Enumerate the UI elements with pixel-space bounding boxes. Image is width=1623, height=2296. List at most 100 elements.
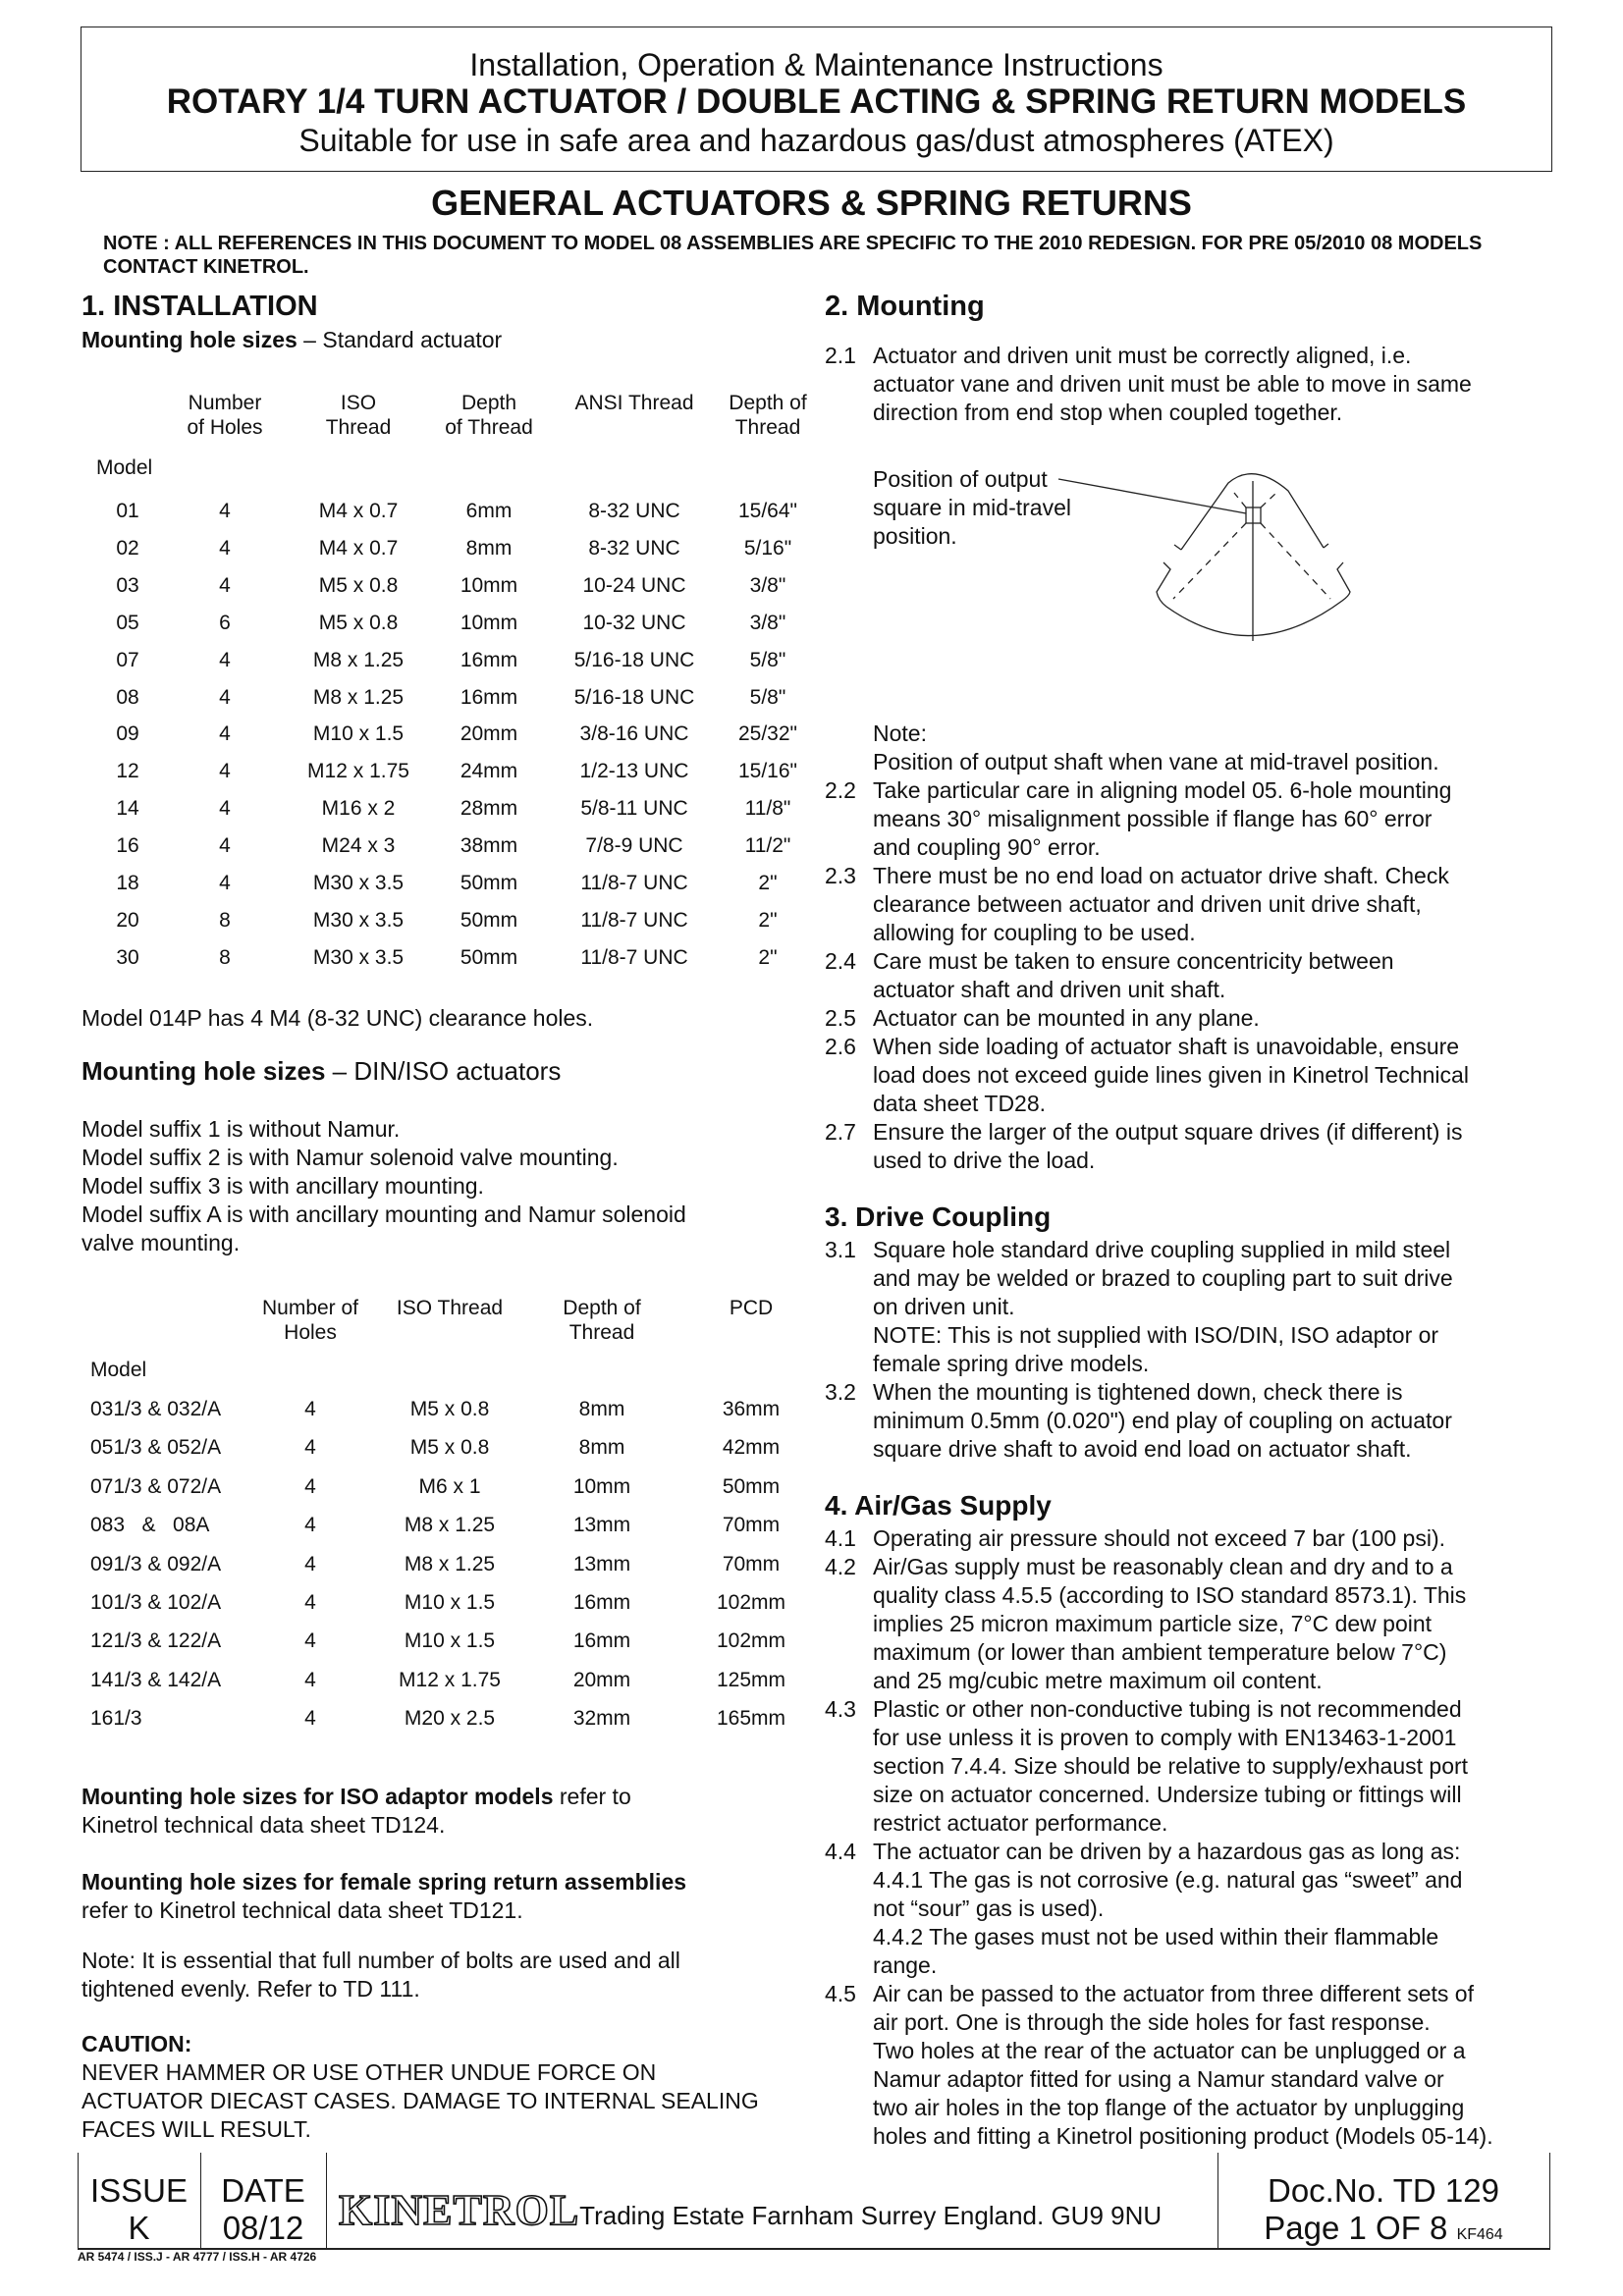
item-number: 2.7 [825,1119,856,1145]
table-cell: 101/3 & 102/A [90,1591,222,1614]
diagram-label: Position of output square in mid-travel po… [873,465,1071,551]
text-line: Model suffix A is with ancillary mountin… [81,1201,686,1227]
item-line: section 7.4.4. Size should be relative t… [873,1753,1469,1779]
table-header: Holes [284,1321,337,1344]
table-cell: 20 [116,908,139,932]
text-line: tightened evenly. Refer to TD 111. [81,1976,420,2002]
item-line: air port. One is through the side holes … [873,2009,1431,2035]
table-cell: M12 x 1.75 [399,1668,501,1691]
item-number: 4.4 [825,1839,856,1864]
table-cell: 16mm [572,1629,631,1653]
issue-cell: ISSUE K [78,2172,200,2247]
table-header: of Thread [445,416,533,439]
item-number: 2.5 [825,1005,856,1031]
item-number: 4.1 [825,1525,856,1551]
item-line: female spring drive models. [873,1351,1150,1376]
text-line: position. [873,523,957,549]
doc-cell: Doc.No. TD 129 Page 1 OF 8 KF464 [1217,2172,1549,2254]
table-cell: 8mm [578,1398,625,1420]
table-cell: 3/8" [749,573,786,597]
item-line: Two holes at the rear of the actuator ca… [873,2038,1466,2063]
table-cell: 13mm [572,1514,631,1537]
list-item: 4.2 Air/Gas supply must be reasonably cle… [825,1553,1493,1695]
item-line: When side loading of actuator shaft is u… [873,1034,1460,1059]
table-cell: 16 [116,834,139,858]
table-cell: M8 x 1.25 [404,1552,496,1575]
table-cell: 03 [116,573,139,597]
item-line: Actuator can be mounted in any plane. [873,1005,1260,1031]
item-line: implies 25 micron maximum particle size,… [873,1611,1433,1636]
table-cell: 4 [219,500,231,522]
doc-number: Doc.No. TD 129 [1268,2172,1499,2209]
air-gas-items: 4.1 Operating air pressure should not exc… [825,1524,1493,2151]
table-cell: 4 [304,1591,316,1614]
table-cell: 8mm [465,536,513,560]
drive-coupling-items: 3.1 Square hole standard drive coupling s… [825,1236,1453,1464]
table-cell: 5/8-11 UNC [580,797,688,821]
item-line: used to drive the load. [873,1148,1096,1173]
item-line: quality class 4.5.5 (according to ISO st… [873,1582,1467,1608]
table-cell: 161/3 [90,1707,142,1731]
table-cell: 5/8" [749,685,786,709]
table-header: PCD [729,1297,774,1319]
list-item: 2.7 Ensure the larger of the output squar… [825,1118,1469,1175]
date-label: DATE [221,2172,305,2209]
table-cell: 4 [304,1436,316,1460]
item-line: load does not exceed guide lines given i… [873,1062,1469,1088]
table-cell: 16mm [572,1591,631,1614]
item-number: 2.3 [825,863,856,888]
table-cell: 01 [116,500,139,522]
table-cell: 102mm [716,1591,786,1614]
table-cell: 11/8-7 UNC [580,908,688,932]
list-item: 4.3 Plastic or other non-conductive tubin… [825,1695,1493,1838]
table-cell: 4 [219,722,231,746]
table-cell: M30 x 3.5 [312,908,405,932]
table-cell: 031/3 & 032/A [90,1398,222,1420]
subheading-rest: – Standard actuator [297,327,503,352]
table-cell: 11/8-7 UNC [580,872,688,894]
table-cell: 24mm [460,760,518,783]
header-line2: ROTARY 1/4 TURN ACTUATOR / DOUBLE ACTING… [166,82,1467,121]
subheading-bold: Mounting hole sizes [81,1056,326,1086]
item-line: data sheet TD28. [873,1091,1047,1116]
table-cell: 102mm [716,1629,786,1653]
table-cell: 071/3 & 072/A [90,1474,222,1498]
table-cell: 7/8-9 UNC [585,834,683,858]
table-header: Number of [261,1297,359,1319]
item-number: 2.6 [825,1034,856,1059]
item-line: 4.4.2 The gases must not be used within … [873,1924,1439,1949]
table-cell: 121/3 & 122/A [90,1629,222,1653]
actuator-outline [1156,473,1351,637]
item-line: two air holes in the top flange of the a… [873,2095,1465,2120]
table-cell: 10mm [460,573,518,597]
item-line: Position of output shaft when vane at mi… [873,749,1439,774]
item-line: size on actuator concerned. Undersize tu… [873,1782,1462,1807]
table-cell: 11/8-7 UNC [580,945,688,969]
table-cell: 8 [219,908,231,932]
table-cell: 28mm [460,797,518,821]
table-cell: 4 [304,1552,316,1575]
table-cell: 18 [116,872,139,894]
table-cell: M8 x 1.25 [312,685,405,709]
table-cell: 38mm [460,834,518,858]
table-cell: M16 x 2 [321,797,396,821]
table-cell: 32mm [572,1707,631,1731]
text-line: Model suffix 2 is with Namur solenoid va… [81,1145,619,1170]
iso-line2: Kinetrol technical data sheet TD124. [81,1812,446,1838]
document-header: Installation, Operation & Maintenance In… [81,27,1552,172]
table-cell: 50mm [460,908,518,932]
page-number: Page 1 OF 8 [1264,2210,1448,2246]
list-item: 3.1 Square hole standard drive coupling s… [825,1236,1453,1378]
item-line: When the mounting is tightened down, che… [873,1379,1403,1405]
table-cell: 08 [116,685,139,709]
installation-heading: 1. INSTALLATION [81,291,318,322]
item-line: 4.4.1 The gas is not corrosive (e.g. nat… [873,1867,1463,1893]
item-line: Take particular care in aligning model 0… [873,777,1452,803]
table-cell: 8 [219,945,231,969]
item-line: minimum 0.5mm (0.020") end play of coupl… [873,1408,1452,1433]
table-cell: 15/64" [737,500,798,522]
item-line: actuator shaft and driven unit shaft. [873,977,1226,1002]
table-cell: 2" [758,872,778,894]
text-line: ACTUATOR DIECAST CASES. DAMAGE TO INTERN… [81,2088,759,2113]
table-cell: 05 [116,611,139,634]
